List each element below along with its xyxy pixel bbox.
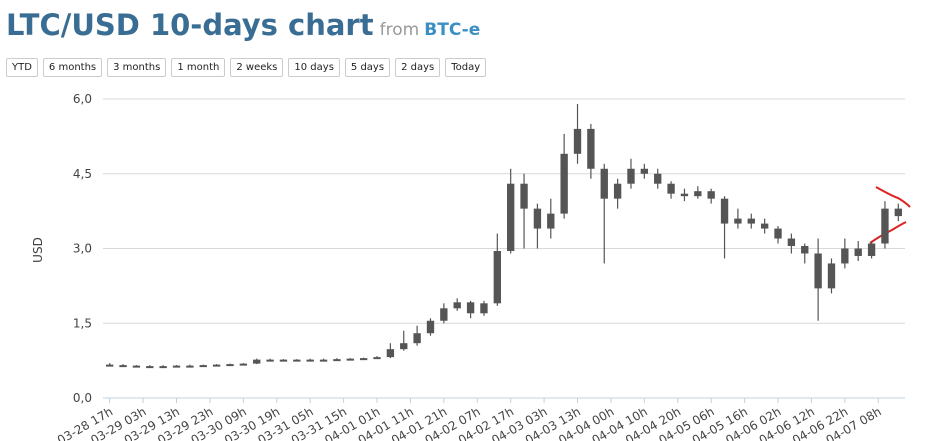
range-button[interactable]: 10 days (288, 58, 340, 77)
candle-body (279, 359, 288, 362)
from-label: from (379, 20, 420, 40)
candle-body (146, 366, 154, 369)
range-button[interactable]: 1 month (171, 58, 226, 77)
candle-body (359, 358, 368, 361)
candle-body (854, 248, 862, 256)
candle-body (894, 208, 902, 217)
y-tick-label: 6,0 (73, 92, 92, 106)
candle-body (306, 359, 314, 362)
candle-body (212, 364, 221, 367)
candle-body (520, 183, 528, 209)
y-tick-label: 3,0 (73, 242, 92, 256)
candle-body (560, 153, 568, 214)
y-tick-label: 0,0 (73, 391, 92, 405)
candle-body (293, 359, 301, 362)
candle-body (386, 349, 395, 358)
candle-body (453, 302, 461, 309)
range-buttons: YTD 6 months 3 months 1 month 2 weeks 10 days… (6, 58, 487, 77)
candle-body (493, 250, 501, 304)
candle-body (253, 359, 261, 364)
candle-body (613, 183, 622, 199)
candle-body (172, 365, 181, 368)
candle-body (319, 359, 328, 362)
candle-body (774, 228, 782, 239)
candle-body (373, 357, 381, 360)
candle-body (466, 302, 475, 314)
candle-body (186, 365, 194, 368)
candle-body (841, 248, 849, 264)
source-link[interactable]: BTC-e (424, 20, 481, 40)
candle-body (667, 183, 675, 194)
candle-body (239, 363, 248, 366)
range-button[interactable]: YTD (6, 58, 38, 77)
candle-body (226, 364, 234, 367)
candle-body (600, 168, 608, 199)
range-button[interactable]: 3 months (107, 58, 167, 77)
candle-body (587, 128, 595, 169)
range-button[interactable]: 2 days (395, 58, 441, 77)
candle-body (119, 365, 127, 368)
candle-body (680, 193, 689, 197)
candle-body (627, 168, 635, 184)
candle-body (440, 308, 448, 321)
candle-body (707, 191, 715, 199)
header: LTC/USD 10-days chart from BTC-e (6, 8, 480, 42)
annotation-scribble (869, 186, 911, 244)
range-button[interactable]: 5 days (344, 58, 391, 77)
candle-body (480, 303, 488, 314)
candle-body (801, 246, 809, 254)
range-button[interactable]: 6 months (42, 58, 103, 77)
candle-body (867, 243, 876, 256)
candle-body (132, 365, 141, 368)
candle-body (547, 213, 555, 229)
candle-body (426, 320, 435, 334)
candle-body (400, 343, 408, 350)
candle-body (333, 359, 341, 362)
candle-body (734, 218, 742, 224)
candle-body (533, 208, 542, 229)
candle-body (106, 364, 114, 367)
candle-body (787, 238, 796, 247)
candle-body (760, 223, 769, 229)
candle-body (747, 218, 755, 224)
candle-body (573, 128, 582, 154)
candle-body (640, 168, 649, 174)
candle-body (507, 183, 515, 251)
candle-body (881, 208, 889, 244)
candle-body (720, 198, 729, 224)
candle-body (413, 333, 421, 344)
candle-body (199, 365, 207, 368)
candle-body (346, 358, 354, 361)
candle-body (159, 366, 167, 369)
range-button[interactable]: 2 weeks (230, 58, 284, 77)
candle-body (827, 263, 836, 289)
y-axis-title: USD (31, 237, 45, 263)
range-button[interactable]: Today (445, 58, 487, 77)
candle-body (694, 191, 702, 197)
candle-body (814, 253, 822, 289)
candle-body (654, 173, 662, 184)
title: LTC/USD 10-days chart (6, 8, 374, 42)
candle-body (266, 359, 274, 362)
y-tick-label: 1,5 (73, 316, 92, 330)
y-tick-label: 4,5 (73, 167, 92, 181)
